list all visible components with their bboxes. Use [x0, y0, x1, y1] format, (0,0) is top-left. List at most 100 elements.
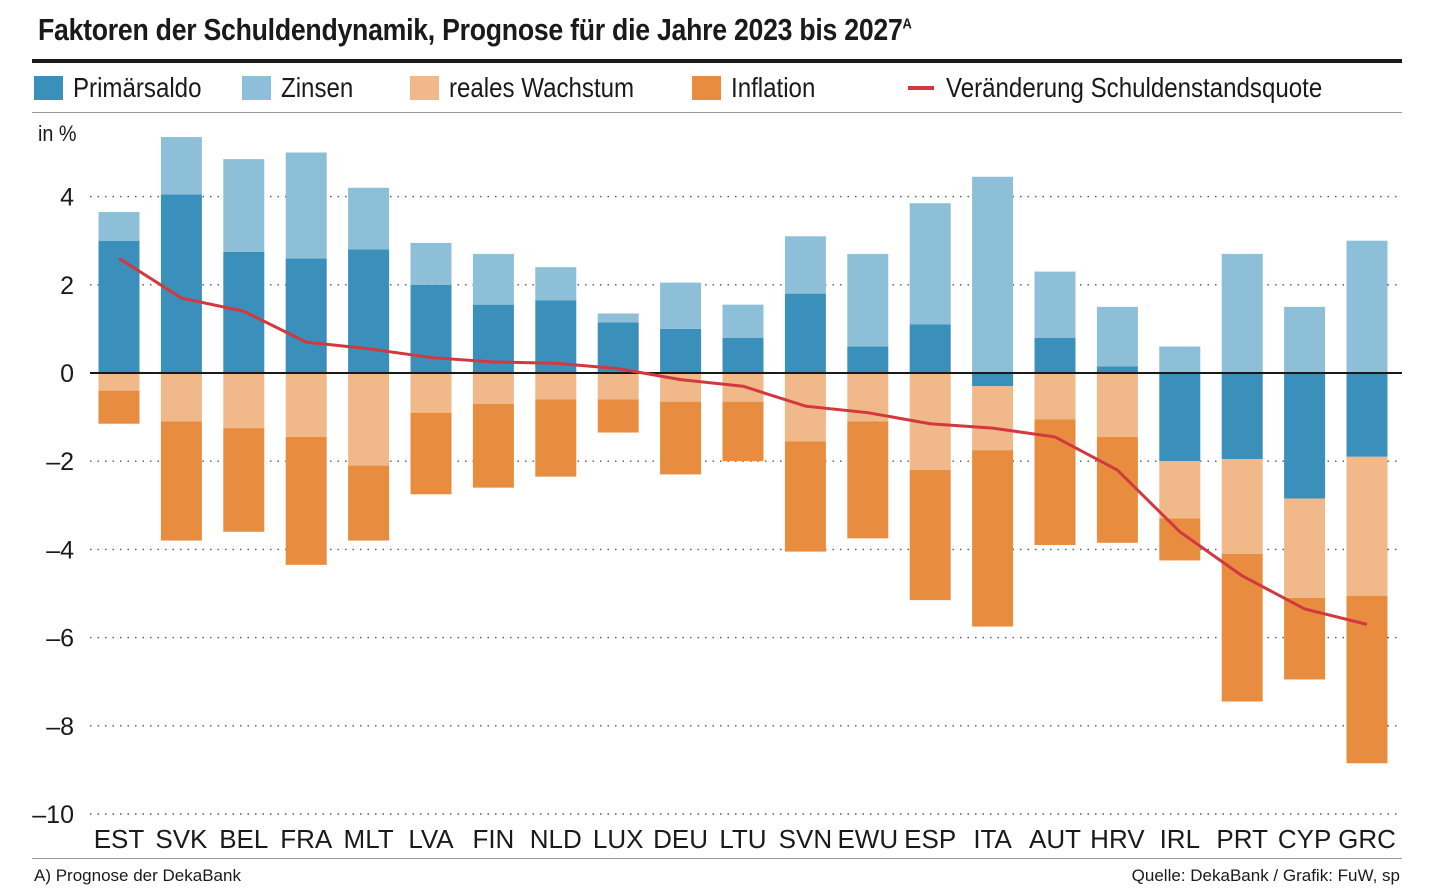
- bar-zinsen: [472, 253, 514, 305]
- bar-reales-wachstum: [1034, 373, 1076, 420]
- x-tick-label: GRC: [1338, 824, 1396, 854]
- bar-primaersaldo: [847, 346, 889, 373]
- y-tick-label: 0: [60, 360, 74, 388]
- x-tick-label: IRL: [1160, 824, 1200, 854]
- legend-label-inflation: Inflation: [731, 72, 816, 103]
- x-tick-label: BEL: [219, 824, 268, 854]
- x-tick-label: ITA: [973, 824, 1012, 854]
- bar-inflation: [410, 412, 452, 495]
- bar-inflation: [223, 428, 265, 532]
- bar-reales-wachstum: [1221, 458, 1263, 554]
- bar-zinsen: [285, 152, 327, 259]
- bar-zinsen: [972, 176, 1014, 373]
- legend-item-reales-wachstum: reales Wachstum: [410, 70, 664, 106]
- x-tick-label: LUX: [593, 824, 644, 854]
- bar-zinsen: [909, 203, 951, 325]
- bar-zinsen: [1346, 240, 1388, 373]
- source-credit: Quelle: DekaBank / Grafik: FuW, sp: [1131, 866, 1400, 885]
- bar-zinsen: [784, 236, 826, 294]
- bar-primaersaldo: [160, 194, 202, 373]
- bar-reales-wachstum: [1284, 498, 1326, 598]
- bar-zinsen: [1096, 306, 1138, 367]
- x-tick-label: EST: [94, 824, 145, 854]
- footnote: A) Prognose der DekaBank: [34, 866, 241, 885]
- x-tick-label: FRA: [280, 824, 333, 854]
- bar-primaersaldo: [597, 322, 639, 373]
- bar-inflation: [160, 421, 202, 541]
- bar-zinsen: [847, 253, 889, 347]
- zinsen-swatch: [242, 76, 271, 100]
- bar-inflation: [784, 441, 826, 552]
- y-tick-label: –8: [46, 713, 74, 741]
- bar-zinsen: [1159, 346, 1201, 373]
- bar-zinsen: [1034, 271, 1076, 338]
- bar-inflation: [472, 403, 514, 488]
- bar-zinsen: [722, 304, 764, 338]
- bar-reales-wachstum: [972, 386, 1014, 451]
- bar-zinsen: [160, 137, 202, 195]
- bar-zinsen: [597, 313, 639, 323]
- inflation-swatch: [692, 76, 721, 100]
- veraenderung-line-swatch: [908, 86, 934, 90]
- bar-primaersaldo: [784, 293, 826, 373]
- legend-item-zinsen: Zinsen: [242, 70, 365, 106]
- bar-primaersaldo: [285, 258, 327, 373]
- bar-inflation: [535, 399, 577, 477]
- bar-zinsen: [660, 282, 702, 329]
- bar-primaersaldo: [535, 300, 577, 373]
- bar-inflation: [285, 436, 327, 565]
- bar-primaersaldo: [348, 249, 390, 373]
- y-tick-label: –4: [46, 536, 74, 564]
- bar-primaersaldo: [98, 240, 140, 373]
- bar-primaersaldo: [909, 324, 951, 373]
- bar-inflation: [847, 421, 889, 539]
- bar-reales-wachstum: [1346, 456, 1388, 596]
- y-tick-label: –2: [46, 448, 74, 476]
- bar-reales-wachstum: [160, 373, 202, 422]
- bar-primaersaldo: [660, 328, 702, 373]
- bar-zinsen: [348, 187, 390, 250]
- x-tick-label: EWU: [837, 824, 898, 854]
- bar-primaersaldo: [1034, 337, 1076, 373]
- legend-label-reales-wachstum: reales Wachstum: [449, 72, 635, 103]
- x-tick-label: FIN: [472, 824, 514, 854]
- bar-primaersaldo: [972, 373, 1014, 387]
- chart-title-text: Faktoren der Schuldendynamik, Prognose f…: [38, 12, 903, 47]
- top-rule: [32, 59, 1402, 63]
- legend-item-veraenderung: Veränderung Schuldenstandsquote: [908, 70, 1383, 106]
- x-tick-label: CYP: [1278, 824, 1331, 854]
- bar-zinsen: [410, 242, 452, 285]
- y-tick-label: –6: [46, 625, 74, 653]
- bar-reales-wachstum: [597, 373, 639, 400]
- bar-zinsen: [98, 212, 140, 241]
- y-tick-label: 2: [60, 272, 74, 300]
- bar-primaersaldo: [1096, 366, 1138, 373]
- bar-zinsen: [535, 267, 577, 301]
- legend-label-primaersaldo: Primärsaldo: [73, 72, 202, 103]
- legend: Primärsaldo Zinsen reales Wachstum Infla…: [32, 70, 1402, 106]
- title-footnote-marker: A: [902, 15, 912, 33]
- legend-item-primaersaldo: Primärsaldo: [34, 70, 222, 106]
- x-tick-label: HRV: [1090, 824, 1145, 854]
- bar-inflation: [1221, 553, 1263, 702]
- x-tick-label: LVA: [408, 824, 454, 854]
- legend-rule: [32, 112, 1402, 113]
- bar-primaersaldo: [1221, 373, 1263, 459]
- bar-inflation: [1096, 436, 1138, 543]
- y-unit-label: in %: [38, 121, 81, 147]
- bar-zinsen: [1284, 306, 1326, 373]
- chart-title: Faktoren der Schuldendynamik, Prognose f…: [38, 12, 912, 48]
- x-tick-label: NLD: [530, 824, 582, 854]
- bar-reales-wachstum: [472, 373, 514, 404]
- x-tick-label: LTU: [719, 824, 766, 854]
- legend-label-veraenderung: Veränderung Schuldenstandsquote: [946, 72, 1323, 103]
- legend-item-inflation: Inflation: [692, 70, 829, 106]
- bar-inflation: [597, 399, 639, 433]
- bar-inflation: [909, 470, 951, 601]
- x-tick-label: PRT: [1216, 824, 1268, 854]
- x-tick-label: ESP: [904, 824, 956, 854]
- bar-inflation: [1034, 419, 1076, 545]
- bar-reales-wachstum: [410, 373, 452, 413]
- bar-primaersaldo: [1159, 373, 1201, 462]
